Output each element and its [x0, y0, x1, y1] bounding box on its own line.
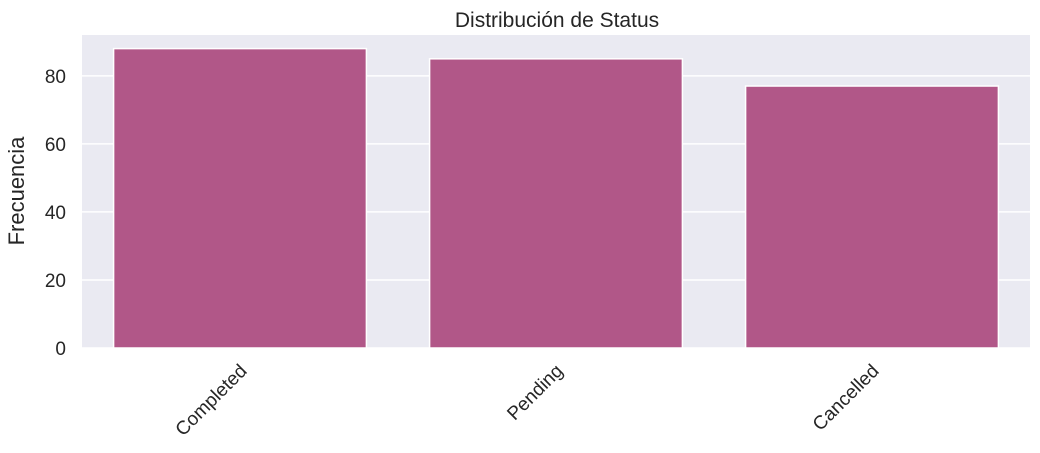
bar-cancelled [744, 85, 1000, 349]
y-tick-label: 60 [45, 135, 66, 156]
y-axis-label: Frecuencia [4, 136, 29, 246]
y-tick-label: 20 [45, 271, 66, 292]
x-tick-labels: Completed Pending Cancelled [172, 361, 884, 441]
bars [112, 47, 1000, 349]
chart-title: Distribución de Status [455, 9, 659, 32]
y-tick-labels: 0 20 40 60 80 [45, 67, 66, 360]
y-tick-label: 0 [55, 339, 66, 360]
x-tick-label-completed: Completed [172, 361, 252, 441]
bar-completed [112, 47, 368, 349]
x-tick-label-pending: Pending [503, 361, 567, 425]
y-tick-label: 40 [45, 203, 66, 224]
y-tick-label: 80 [45, 67, 66, 88]
bar-pending [428, 58, 684, 349]
x-tick-label-cancelled: Cancelled [809, 361, 884, 436]
